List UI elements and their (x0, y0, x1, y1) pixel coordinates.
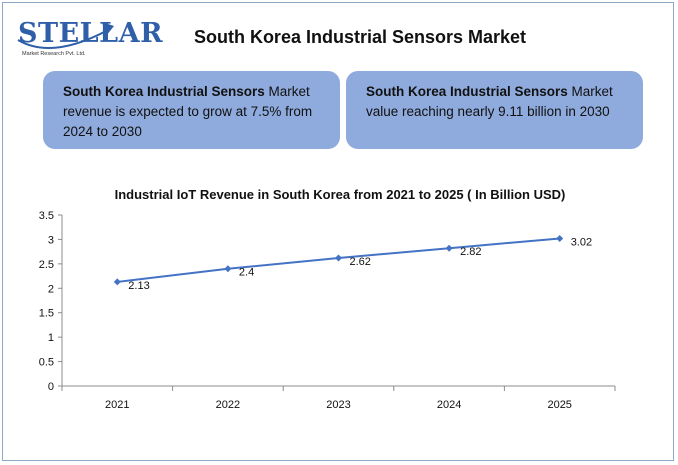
x-tick-label: 2024 (437, 399, 461, 411)
logo-text: STELLAR (18, 18, 164, 49)
x-tick-label: 2025 (547, 399, 571, 411)
growth-card-text: Market revenue is expected to grow at 7.… (63, 84, 313, 139)
y-tick-label: 3 (48, 234, 54, 246)
y-tick-label: 1.5 (39, 308, 54, 320)
data-point-marker (335, 254, 342, 262)
y-tick-label: 2 (48, 283, 54, 295)
x-tick-label: 2023 (326, 399, 350, 411)
stellar-logo: STELLAR Market Research Pvt. Ltd. (12, 8, 163, 64)
infographic-frame (2, 2, 674, 461)
data-label: 2.82 (460, 246, 481, 258)
data-point-marker (224, 265, 232, 273)
data-label: 3.02 (571, 236, 592, 248)
x-tick-label: 2021 (105, 399, 129, 411)
y-tick-label: 0 (48, 381, 54, 393)
y-tick-label: 3.5 (39, 210, 54, 222)
y-tick-label: 1 (48, 332, 54, 344)
page-title: South Korea Industrial Sensors Market (193, 27, 527, 47)
y-tick-label: 2.5 (39, 259, 54, 271)
growth-card: South Korea Industrial Sensors Market re… (43, 71, 340, 149)
growth-card-bold: South Korea Industrial Sensors (63, 84, 265, 99)
data-point-marker (445, 244, 453, 252)
data-label: 2.13 (128, 280, 149, 292)
y-tick-label: 0.5 (39, 357, 54, 369)
chart-series: 2.13 2.4 2.62 2.82 3.02 (113, 234, 592, 292)
data-point-marker (556, 234, 564, 242)
value-card: South Korea Industrial Sensors Market va… (346, 71, 643, 149)
data-label: 2.62 (350, 256, 371, 268)
value-card-text: Market value reaching nearly 9.11 billio… (366, 84, 613, 119)
chart-axes: 0 0.5 1 1.5 2 2.5 3 3.5 2021 2022 2023 2024 2025 (39, 210, 616, 411)
value-card-bold: South Korea Industrial Sensors (366, 84, 568, 99)
x-tick-label: 2022 (216, 399, 240, 411)
logo-swoosh-icon (17, 22, 114, 49)
data-point-marker (113, 278, 121, 286)
chart-title: Industrial IoT Revenue in South Korea fr… (114, 187, 566, 202)
logo-subtitle: Market Research Pvt. Ltd. (22, 51, 86, 57)
data-label: 2.4 (239, 267, 254, 279)
